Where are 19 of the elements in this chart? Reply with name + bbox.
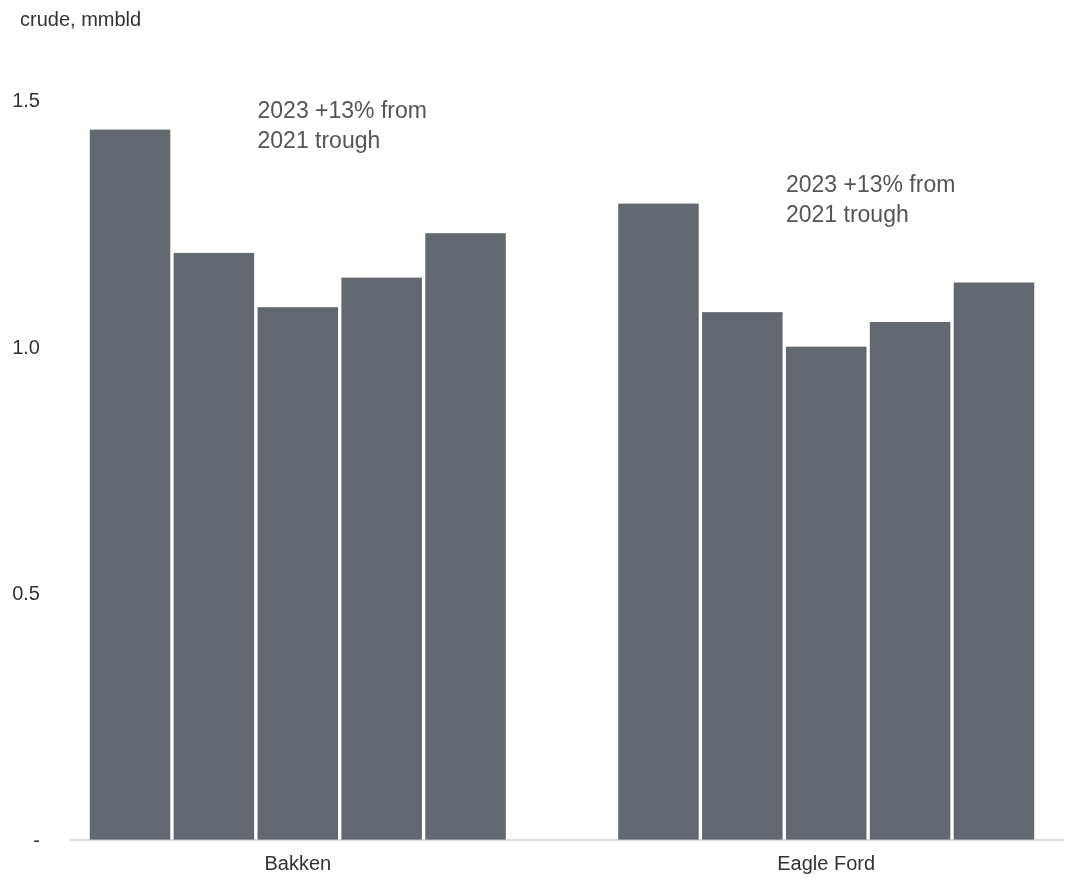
bar [89, 129, 171, 840]
y-tick-label: 0.5 [12, 582, 40, 605]
x-tick-label: Bakken [264, 852, 332, 874]
bar [702, 312, 783, 840]
y-tick-label: - [33, 829, 40, 851]
annotation: 2023 +13% from 2021 trough [785, 170, 956, 227]
bar [173, 252, 255, 840]
y-axis-title: crude, mmbld [20, 8, 142, 30]
bar [257, 307, 339, 840]
bar [618, 203, 699, 840]
bar [341, 277, 422, 840]
bar [425, 233, 506, 840]
y-tick-label: 1.0 [12, 335, 40, 358]
bar [785, 346, 867, 840]
bar [953, 282, 1035, 840]
x-tick-label: Eagle Ford [777, 852, 876, 874]
bar [869, 322, 951, 840]
annotation: 2023 +13% from 2021 trough [257, 96, 427, 153]
y-tick-label: 1.5 [12, 89, 40, 111]
